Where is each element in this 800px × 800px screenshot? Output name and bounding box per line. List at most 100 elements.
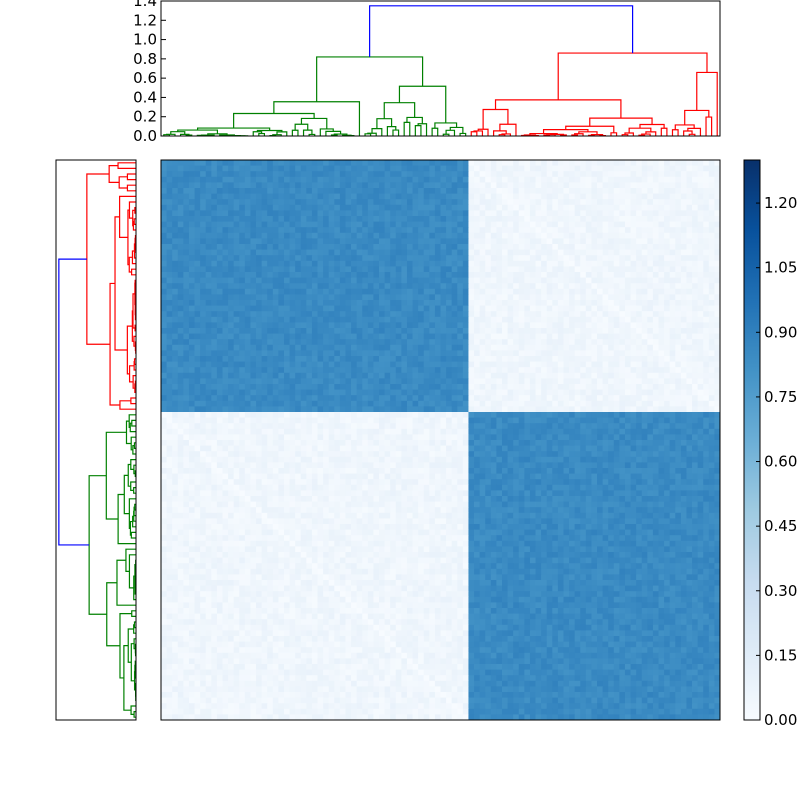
heatmap-cell — [574, 333, 581, 340]
heatmap-cell — [256, 171, 263, 178]
heatmap-cell — [585, 339, 592, 346]
heatmap-cell — [434, 182, 441, 189]
heatmap-cell — [546, 272, 553, 278]
heatmap-cell — [267, 227, 274, 234]
heatmap-cells — [161, 160, 721, 721]
heatmap-cell — [401, 176, 408, 183]
heatmap-cell — [306, 165, 313, 172]
heatmap-cell — [608, 350, 615, 357]
heatmap-cell — [563, 356, 570, 362]
heatmap-cell — [485, 171, 492, 178]
heatmap-cell — [283, 333, 290, 340]
heatmap-cell — [406, 400, 413, 407]
heatmap-cell — [289, 406, 296, 413]
heatmap-cell — [446, 238, 453, 245]
heatmap-cell — [222, 255, 229, 262]
heatmap-cell — [529, 328, 536, 334]
heatmap-cell — [384, 361, 391, 368]
heatmap-cell — [641, 400, 648, 407]
heatmap-cell — [714, 288, 721, 295]
heatmap-cell — [222, 328, 229, 334]
heatmap-cell — [440, 417, 447, 424]
heatmap-cell — [669, 165, 676, 172]
heatmap-cell — [624, 193, 631, 200]
heatmap-cell — [250, 244, 257, 250]
heatmap-cell — [485, 260, 492, 267]
heatmap-cell — [602, 294, 609, 301]
heatmap-cell — [384, 367, 391, 374]
heatmap-cell — [250, 204, 257, 211]
heatmap-cell — [306, 210, 313, 217]
heatmap-cell — [703, 171, 710, 178]
heatmap-cell — [434, 389, 441, 396]
heatmap-cell — [485, 277, 492, 284]
heatmap-cell — [200, 266, 207, 273]
heatmap-cell — [228, 333, 235, 340]
heatmap-cell — [356, 255, 363, 262]
heatmap-cell — [585, 210, 592, 217]
heatmap-cell — [373, 277, 380, 284]
heatmap-cell — [557, 322, 564, 329]
heatmap-cell — [524, 249, 531, 256]
heatmap-cell — [406, 333, 413, 340]
heatmap-cell — [278, 294, 285, 301]
heatmap-cell — [664, 160, 671, 166]
heatmap-cell — [418, 227, 425, 234]
heatmap-cell — [485, 193, 492, 200]
heatmap-cell — [624, 311, 631, 318]
heatmap-cell — [256, 210, 263, 217]
heatmap-cell — [261, 300, 268, 306]
heatmap-cell — [490, 260, 497, 267]
heatmap-cell — [356, 316, 363, 323]
heatmap-cell — [552, 333, 559, 340]
heatmap-cell — [256, 395, 263, 402]
heatmap-cell — [283, 372, 290, 379]
heatmap-cell — [703, 367, 710, 374]
heatmap-cell — [283, 356, 290, 362]
heatmap-cell — [412, 227, 419, 234]
heatmap-cell — [546, 260, 553, 267]
heatmap-cell — [311, 294, 318, 301]
heatmap-cell — [652, 300, 659, 306]
heatmap-cell — [664, 210, 671, 217]
heatmap-cell — [462, 378, 469, 385]
heatmap-cell — [518, 182, 525, 189]
heatmap-cell — [172, 204, 179, 211]
heatmap-cell — [518, 389, 525, 396]
heatmap-cell — [585, 361, 592, 368]
heatmap-cell — [406, 384, 413, 390]
left-dendrogram-cluster-link — [128, 201, 136, 219]
heatmap-cell — [362, 328, 369, 334]
heatmap-cell — [641, 204, 648, 211]
heatmap-cell — [379, 333, 385, 340]
heatmap-cell — [239, 249, 246, 256]
heatmap-cell — [295, 367, 302, 374]
heatmap-cell — [177, 417, 184, 424]
heatmap-cell — [585, 344, 592, 351]
heatmap-cell — [613, 316, 620, 323]
heatmap-cell — [496, 216, 503, 222]
heatmap-cell — [440, 395, 447, 402]
heatmap-cell — [161, 328, 167, 334]
heatmap-cell — [546, 232, 553, 239]
heatmap-cell — [652, 182, 659, 189]
heatmap-cell — [278, 238, 285, 245]
heatmap-cell — [289, 249, 296, 256]
heatmap-cell — [334, 288, 341, 295]
heatmap-cell — [636, 300, 643, 306]
heatmap-cell — [188, 400, 195, 407]
heatmap-cell — [406, 165, 413, 172]
heatmap-cell — [250, 378, 257, 385]
heatmap-cell — [569, 372, 576, 379]
heatmap-cell — [675, 361, 682, 368]
heatmap-cell — [541, 406, 548, 413]
heatmap-cell — [451, 171, 458, 178]
heatmap-cell — [256, 244, 263, 250]
heatmap-cell — [228, 400, 235, 407]
heatmap-cell — [423, 199, 430, 206]
heatmap-cell — [664, 305, 671, 312]
heatmap-cell — [647, 288, 654, 295]
heatmap-cell — [529, 300, 536, 306]
heatmap-cell — [418, 356, 425, 362]
heatmap-cell — [339, 266, 346, 273]
